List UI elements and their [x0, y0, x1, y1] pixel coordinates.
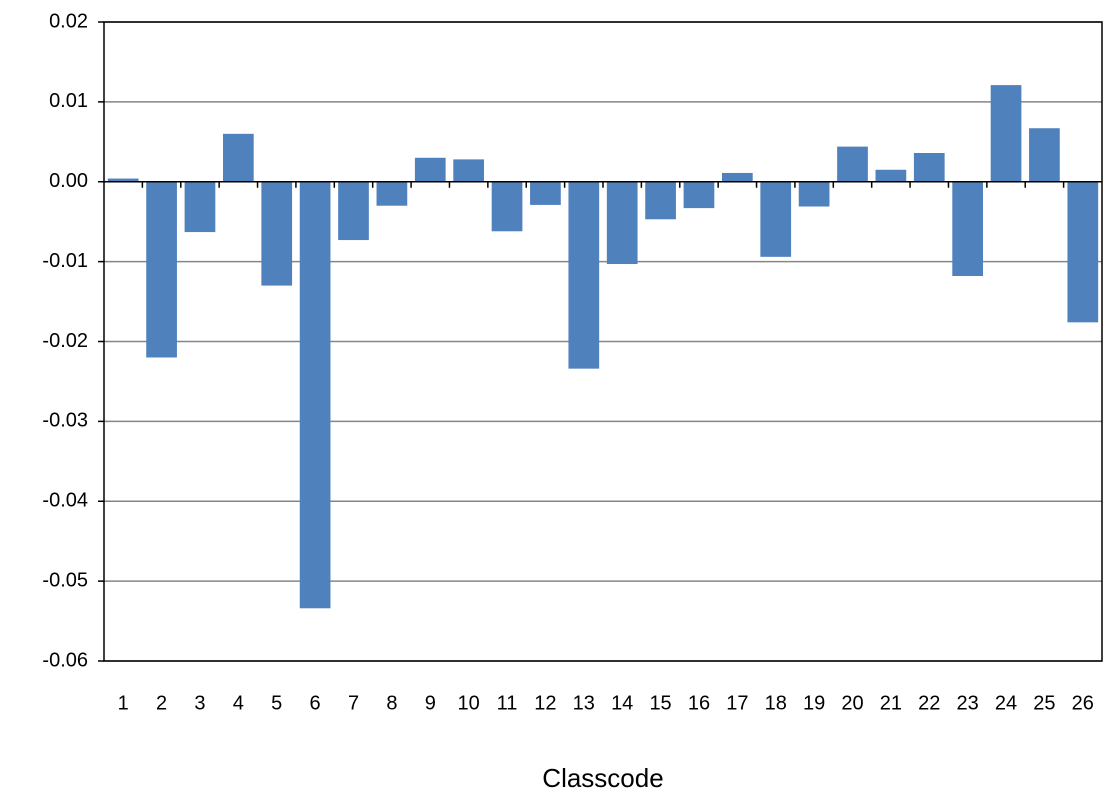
x-tick-label: 18 [765, 692, 787, 714]
bar [414, 157, 446, 182]
plot-border [103, 21, 1103, 662]
x-tick-label: 20 [841, 692, 863, 714]
x-tick-label: 13 [573, 692, 595, 714]
x-tick-label: 6 [310, 692, 321, 714]
x-tick-label: 22 [918, 692, 940, 714]
bar [1067, 181, 1099, 323]
x-tick-label: 8 [386, 692, 397, 714]
bar [990, 85, 1022, 182]
y-tick-label: -0.04 [42, 490, 88, 512]
y-tick-label: 0.01 [49, 90, 88, 112]
y-tick-label: 0.02 [49, 10, 88, 32]
bar [530, 181, 561, 205]
x-tick-label: 25 [1033, 692, 1055, 714]
x-tick-label: 19 [803, 692, 825, 714]
x-tick-label: 2 [156, 692, 167, 714]
y-tick-label: -0.06 [42, 649, 88, 671]
x-tick-label: 12 [534, 692, 556, 714]
x-tick-label: 9 [425, 692, 436, 714]
bar [683, 181, 715, 209]
x-tick-label: 26 [1072, 692, 1094, 714]
bar [875, 169, 907, 182]
bar [568, 181, 600, 369]
x-tick-label: 3 [194, 692, 205, 714]
y-tick-label: -0.03 [42, 410, 88, 432]
x-tick-label: 11 [497, 692, 518, 714]
x-tick-label: 7 [348, 692, 359, 714]
x-tick-label: 10 [458, 692, 480, 714]
bar [107, 178, 139, 182]
bar [798, 181, 830, 207]
x-tick-label: 14 [611, 692, 633, 714]
bar [645, 181, 676, 220]
y-tick-label: -0.01 [42, 250, 88, 272]
y-tick-label: 0.00 [49, 170, 88, 192]
x-tick-label: 24 [995, 692, 1017, 714]
x-tick-label: 16 [688, 692, 710, 714]
bar [222, 133, 254, 182]
bar [952, 181, 984, 277]
bar [338, 181, 369, 241]
bar [491, 181, 523, 232]
bar [760, 181, 792, 257]
y-tick-label: -0.02 [42, 330, 88, 352]
x-tick-label: 15 [649, 692, 671, 714]
bar [261, 181, 293, 286]
bar [453, 159, 485, 182]
bar [184, 181, 216, 233]
bar [721, 172, 753, 182]
y-tick-label: -0.05 [42, 569, 88, 591]
bar [376, 181, 408, 206]
x-axis-title: Classcode [542, 763, 663, 793]
bar [913, 152, 945, 182]
x-tick-label: 5 [271, 692, 282, 714]
bar [146, 181, 177, 358]
bar [299, 181, 331, 609]
bar [606, 181, 638, 265]
bar [1029, 128, 1060, 182]
x-tick-label: 21 [880, 692, 902, 714]
x-tick-label: 1 [118, 692, 129, 714]
x-tick-label: 4 [233, 692, 244, 714]
x-tick-label: 17 [726, 692, 748, 714]
bar [837, 146, 868, 182]
x-tick-label: 23 [957, 692, 979, 714]
